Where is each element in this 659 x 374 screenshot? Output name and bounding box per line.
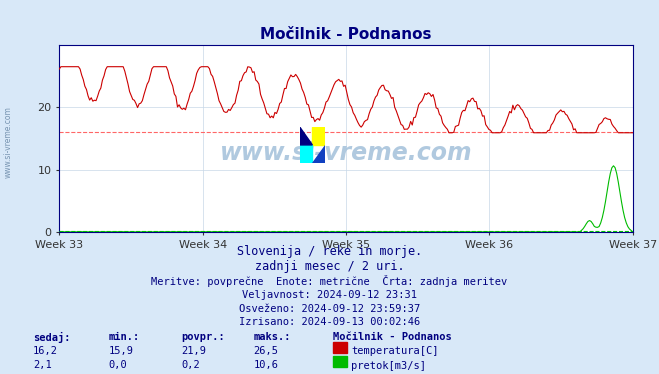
Text: 2,1: 2,1 [33, 360, 51, 370]
Text: 15,9: 15,9 [109, 346, 134, 356]
Text: Izrisano: 2024-09-13 00:02:46: Izrisano: 2024-09-13 00:02:46 [239, 317, 420, 327]
Text: sedaj:: sedaj: [33, 332, 71, 343]
Text: maks.:: maks.: [254, 332, 291, 342]
Bar [333, 342, 347, 353]
Text: Slovenija / reke in morje.: Slovenija / reke in morje. [237, 245, 422, 258]
Text: Veljavnost: 2024-09-12 23:31: Veljavnost: 2024-09-12 23:31 [242, 290, 417, 300]
Text: 26,5: 26,5 [254, 346, 279, 356]
Bar [300, 145, 312, 163]
Text: Osveženo: 2024-09-12 23:59:37: Osveženo: 2024-09-12 23:59:37 [239, 304, 420, 314]
Text: temperatura[C]: temperatura[C] [351, 346, 439, 356]
Text: Meritve: povprečne  Enote: metrične  Črta: zadnja meritev: Meritve: povprečne Enote: metrične Črta:… [152, 275, 507, 287]
Bar [312, 127, 325, 145]
Text: pretok[m3/s]: pretok[m3/s] [351, 361, 426, 371]
Polygon shape [312, 145, 325, 163]
Text: 16,2: 16,2 [33, 346, 58, 356]
Text: Močilnik - Podnanos: Močilnik - Podnanos [333, 332, 451, 342]
Text: www.si-vreme.com: www.si-vreme.com [219, 141, 473, 165]
Bar [333, 356, 347, 367]
Text: 0,0: 0,0 [109, 360, 127, 370]
Text: 21,9: 21,9 [181, 346, 206, 356]
Text: povpr.:: povpr.: [181, 332, 225, 342]
Text: 0,2: 0,2 [181, 360, 200, 370]
Polygon shape [300, 127, 312, 145]
Text: min.:: min.: [109, 332, 140, 342]
Text: zadnji mesec / 2 uri.: zadnji mesec / 2 uri. [254, 260, 405, 273]
Text: 10,6: 10,6 [254, 360, 279, 370]
Text: www.si-vreme.com: www.si-vreme.com [3, 106, 13, 178]
Title: Močilnik - Podnanos: Močilnik - Podnanos [260, 27, 432, 42]
